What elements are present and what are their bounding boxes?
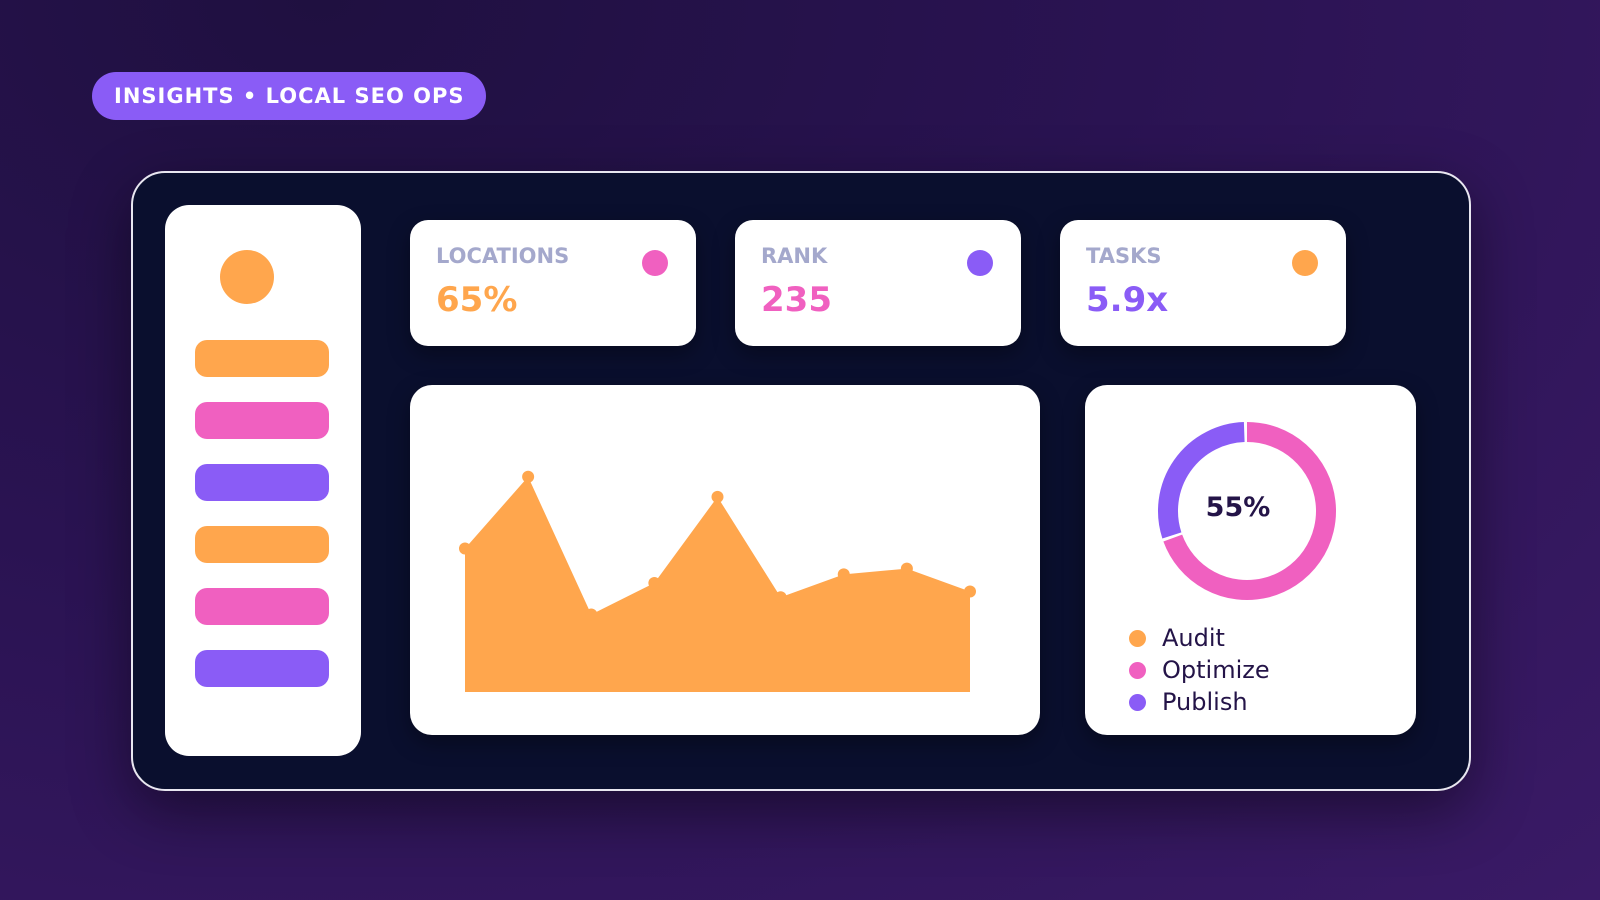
legend-label: Optimize [1162, 656, 1270, 684]
legend-item: Optimize [1129, 654, 1270, 686]
donut-chart: 55% [1158, 422, 1336, 600]
stat-value: 235 [761, 280, 832, 320]
data-point[interactable] [900, 562, 913, 575]
sidebar-item-3[interactable] [195, 464, 329, 501]
stat-card-locations[interactable]: LOCATIONS 65% [410, 220, 696, 346]
stat-card-tasks[interactable]: TASKS 5.9x [1060, 220, 1346, 346]
data-point[interactable] [648, 576, 661, 589]
stat-label: LOCATIONS [436, 244, 570, 268]
status-dot-icon [967, 250, 993, 276]
data-point[interactable] [964, 585, 976, 598]
sidebar-item-4[interactable] [195, 526, 329, 563]
donut-slice-publish[interactable] [1158, 422, 1245, 539]
avatar[interactable] [220, 250, 274, 304]
legend-label: Audit [1162, 624, 1225, 652]
legend-item: Audit [1129, 622, 1270, 654]
sidebar-item-6[interactable] [195, 650, 329, 687]
legend-label: Publish [1162, 688, 1248, 716]
area-chart-card [410, 385, 1040, 735]
stat-label: RANK [761, 244, 828, 268]
donut-chart-card: 55% Audit Optimize Publish [1085, 385, 1416, 735]
sidebar-item-5[interactable] [195, 588, 329, 625]
legend-item: Publish [1129, 686, 1270, 718]
data-point[interactable] [585, 608, 598, 621]
sidebar-item-2[interactable] [195, 402, 329, 439]
donut-slice-optimize[interactable] [1163, 422, 1336, 600]
donut-center-label: 55% [1206, 492, 1271, 523]
sidebar [165, 205, 361, 756]
stat-card-rank[interactable]: RANK 235 [735, 220, 1021, 346]
area-chart [459, 470, 976, 692]
stat-value: 5.9x [1086, 280, 1169, 320]
legend-dot-icon [1129, 661, 1146, 679]
stat-label: TASKS [1086, 244, 1162, 268]
data-point[interactable] [522, 470, 535, 483]
data-point[interactable] [711, 490, 724, 503]
legend-dot-icon [1129, 693, 1146, 711]
data-point[interactable] [459, 542, 471, 555]
data-point[interactable] [774, 591, 787, 604]
legend: Audit Optimize Publish [1129, 622, 1270, 718]
status-dot-icon [642, 250, 668, 276]
status-dot-icon [1292, 250, 1318, 276]
stat-value: 65% [436, 280, 518, 320]
area-series [465, 476, 970, 692]
sidebar-item-1[interactable] [195, 340, 329, 377]
section-tag: INSIGHTS • LOCAL SEO OPS [92, 72, 487, 120]
legend-dot-icon [1129, 629, 1146, 647]
data-point[interactable] [837, 568, 850, 581]
